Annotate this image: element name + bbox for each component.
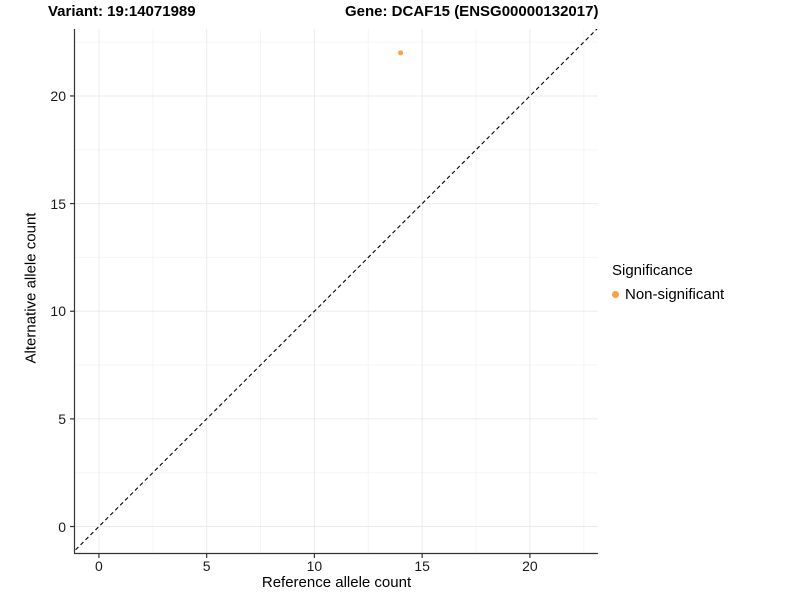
legend-item-label: Non-significant <box>625 286 725 303</box>
x-tick-label: 20 <box>522 558 538 574</box>
y-tick-label: 20 <box>50 87 66 104</box>
x-tick-label: 0 <box>95 558 103 574</box>
legend-title: Significance <box>612 262 693 279</box>
legend-item-non-significant: Non-significant <box>612 286 724 303</box>
variant-title: Variant: 19:14071989 <box>48 3 196 20</box>
x-tick-label: 10 <box>306 558 323 574</box>
y-tick-label: 5 <box>58 410 66 427</box>
y-tick-label: 0 <box>58 518 66 535</box>
gene-title: Gene: DCAF15 (ENSG00000132017) <box>345 3 599 20</box>
non-significant-point-icon <box>612 291 619 298</box>
y-tick-label: 15 <box>50 195 66 212</box>
x-axis-title: Reference allele count <box>261 574 412 591</box>
legend: Significance Non-significant <box>612 262 724 303</box>
identity-reference-line <box>75 29 598 552</box>
y-axis-title: Alternative allele count <box>22 212 40 364</box>
y-tick-label: 10 <box>50 303 66 320</box>
x-tick-label: 15 <box>414 558 430 574</box>
data-point <box>398 50 404 56</box>
x-tick-label: 5 <box>202 558 211 574</box>
